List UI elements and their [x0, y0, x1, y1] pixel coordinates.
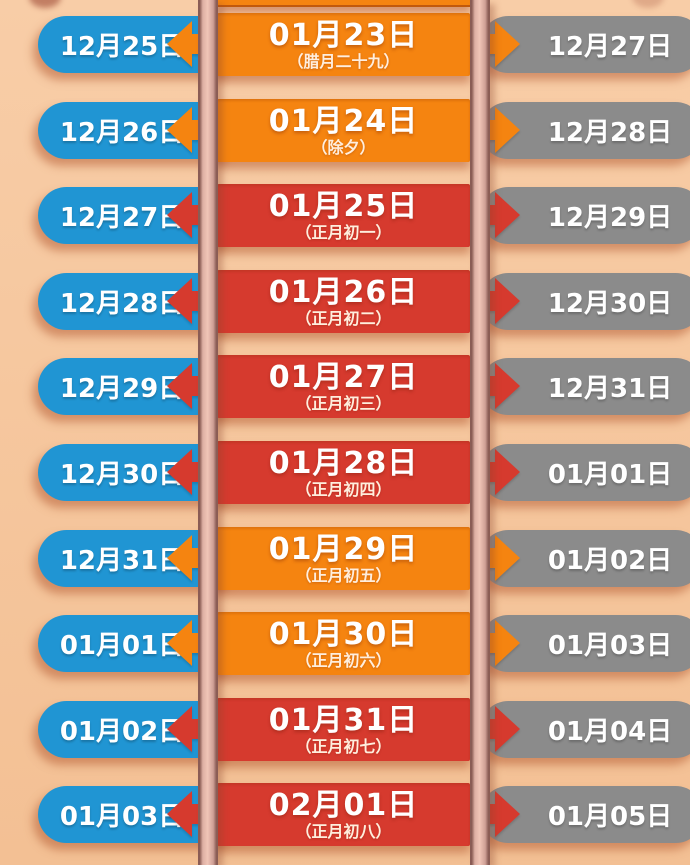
arrow-left-icon — [167, 791, 217, 837]
calendar-row: 01月02日 01月31日 （正月初七） 01月04日 — [0, 698, 690, 761]
center-date: 01月27日 — [268, 359, 419, 395]
calendar-row: 12月25日 01月23日 （腊月二十九） 12月27日 — [0, 13, 690, 76]
lunar-date: （正月初八） — [295, 821, 392, 841]
calendar-row: 01月03日 02月01日 （正月初八） 01月05日 — [0, 783, 690, 846]
center-date-card: 01月26日 （正月初二） — [217, 270, 470, 333]
arrow-right-icon — [470, 620, 520, 666]
lunar-date: （正月初七） — [295, 736, 392, 756]
lunar-date: （正月初一） — [295, 222, 392, 242]
lunar-date: （正月初六） — [295, 650, 392, 670]
center-date-card: 01月29日 （正月初五） — [217, 527, 470, 590]
calendar-row: 12月31日 01月29日 （正月初五） 01月02日 — [0, 527, 690, 590]
center-date: 01月31日 — [268, 702, 419, 738]
center-date-card: 02月01日 （正月初八） — [217, 783, 470, 846]
lunar-date: （正月初五） — [295, 565, 392, 585]
center-date: 01月26日 — [268, 274, 419, 310]
center-date-card: 01月25日 （正月初一） — [217, 184, 470, 247]
center-date: 01月28日 — [268, 445, 419, 481]
left-date: 12月26日 — [59, 118, 185, 148]
previous-card-edge — [217, 0, 470, 7]
calendar-row: 12月26日 01月24日 （除夕） 12月28日 — [0, 99, 690, 162]
center-date-card: 01月24日 （除夕） — [217, 99, 470, 162]
center-date-card: 01月27日 （正月初三） — [217, 355, 470, 418]
center-date: 02月01日 — [268, 787, 419, 823]
left-date: 12月29日 — [59, 374, 185, 404]
left-date: 01月03日 — [59, 802, 185, 832]
arrow-right-icon — [470, 535, 520, 581]
left-date: 12月28日 — [59, 289, 185, 319]
left-date: 12月30日 — [59, 460, 185, 490]
arrow-left-icon — [167, 535, 217, 581]
right-date: 01月05日 — [547, 802, 673, 832]
arrow-right-icon — [470, 192, 520, 238]
right-date: 12月30日 — [547, 289, 673, 319]
left-date: 12月25日 — [59, 32, 185, 62]
previous-pill-shadow-right — [632, 0, 664, 8]
left-date: 01月02日 — [59, 717, 185, 747]
right-date: 01月02日 — [547, 546, 673, 576]
calendar-row: 01月01日 01月30日 （正月初六） 01月03日 — [0, 612, 690, 675]
center-date: 01月24日 — [268, 103, 419, 139]
calendar-row: 12月28日 01月26日 （正月初二） 12月30日 — [0, 270, 690, 333]
calendar-row: 12月29日 01月27日 （正月初三） 12月31日 — [0, 355, 690, 418]
right-date: 01月03日 — [547, 631, 673, 661]
center-date: 01月30日 — [268, 616, 419, 652]
right-date: 12月29日 — [547, 203, 673, 233]
center-date: 01月25日 — [268, 188, 419, 224]
arrow-right-icon — [470, 449, 520, 495]
center-date-card: 01月31日 （正月初七） — [217, 698, 470, 761]
arrow-right-icon — [470, 107, 520, 153]
arrow-left-icon — [167, 278, 217, 324]
right-date: 01月04日 — [547, 717, 673, 747]
arrow-left-icon — [167, 620, 217, 666]
rail-left — [198, 0, 218, 865]
arrow-left-icon — [167, 192, 217, 238]
left-date: 12月31日 — [59, 546, 185, 576]
calendar-row: 12月27日 01月25日 （正月初一） 12月29日 — [0, 184, 690, 247]
lunar-date: （正月初二） — [295, 308, 392, 328]
calendar-row: 12月30日 01月28日 （正月初四） 01月01日 — [0, 441, 690, 504]
arrow-left-icon — [167, 363, 217, 409]
center-date: 01月23日 — [268, 17, 419, 53]
previous-pill-shadow-left — [29, 0, 61, 8]
right-date: 12月27日 — [547, 32, 673, 62]
center-date-card: 01月23日 （腊月二十九） — [217, 13, 470, 76]
right-date: 01月01日 — [547, 460, 673, 490]
arrow-left-icon — [167, 21, 217, 67]
arrow-right-icon — [470, 363, 520, 409]
arrow-left-icon — [167, 706, 217, 752]
arrow-right-icon — [470, 706, 520, 752]
arrow-left-icon — [167, 449, 217, 495]
center-date-card: 01月28日 （正月初四） — [217, 441, 470, 504]
left-date: 12月27日 — [59, 203, 185, 233]
arrow-right-icon — [470, 278, 520, 324]
center-date-card: 01月30日 （正月初六） — [217, 612, 470, 675]
left-date: 01月01日 — [59, 631, 185, 661]
lunar-date: （正月初四） — [295, 479, 392, 499]
lunar-date: （除夕） — [311, 137, 376, 157]
right-date: 12月31日 — [547, 374, 673, 404]
lunar-date: （正月初三） — [295, 393, 392, 413]
arrow-left-icon — [167, 107, 217, 153]
rail-right — [470, 0, 490, 865]
center-date: 01月29日 — [268, 531, 419, 567]
arrow-right-icon — [470, 791, 520, 837]
right-date: 12月28日 — [547, 118, 673, 148]
arrow-right-icon — [470, 21, 520, 67]
lunar-date: （腊月二十九） — [287, 51, 400, 71]
